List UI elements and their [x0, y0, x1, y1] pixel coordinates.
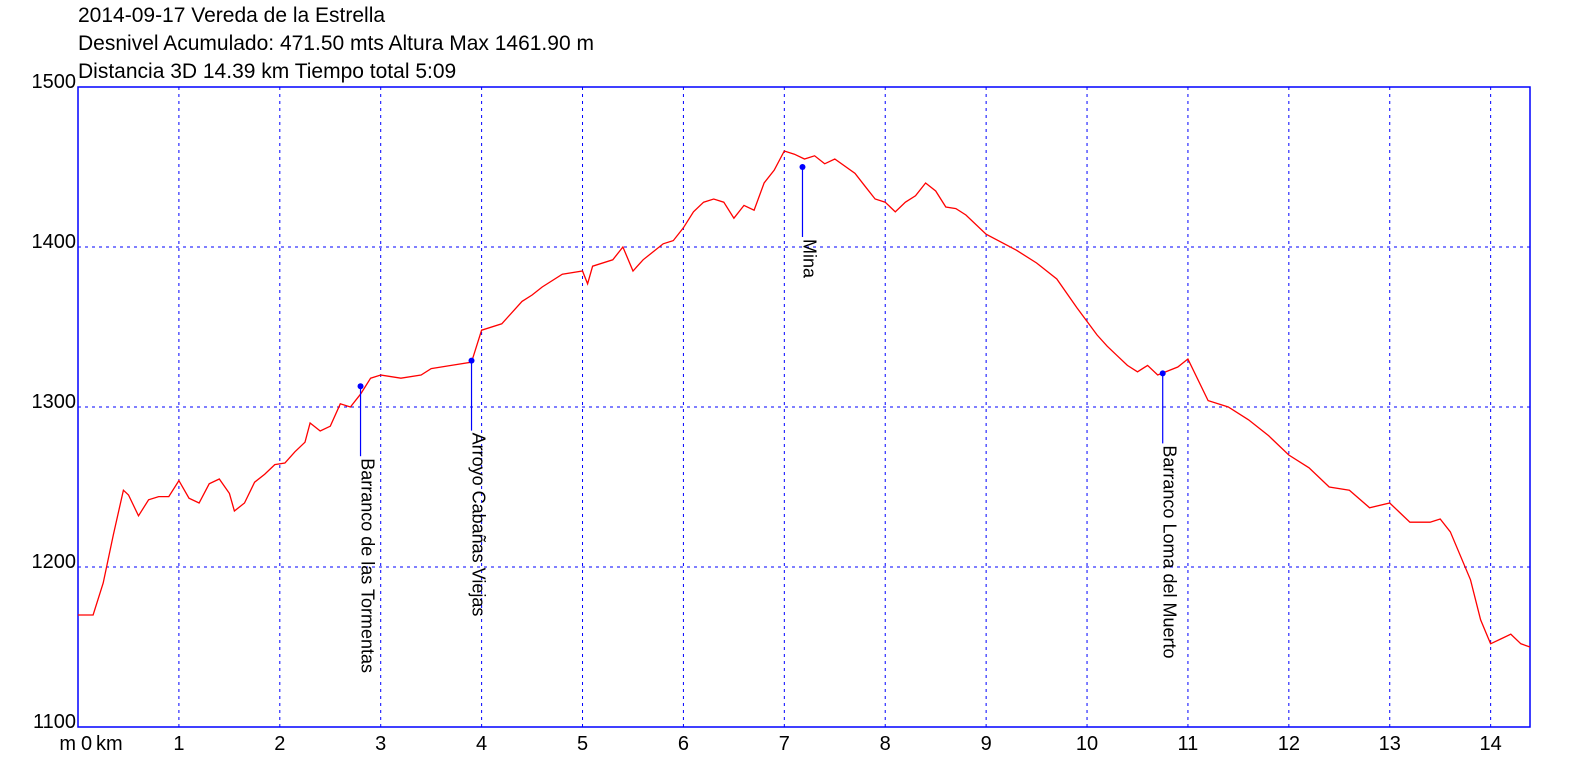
x-tick-label: 10	[1076, 733, 1098, 755]
x-tick-label: 2	[274, 733, 285, 755]
chart-header: 2014-09-17 Vereda de la Estrella Desnive…	[78, 2, 594, 86]
x-axis-ticks: 0 1 2 3 4 5 6 7 8 9 10 11 12 13 14	[81, 733, 1502, 755]
chart-distance-summary: Distancia 3D 14.39 km Tiempo total 5:09	[78, 60, 457, 83]
waypoint-dot	[1159, 370, 1166, 377]
y-tick-label: 1400	[32, 231, 77, 253]
x-tick-label: 4	[476, 733, 487, 755]
x-tick-label: 8	[880, 733, 891, 755]
x-tick-label: 3	[375, 733, 386, 755]
grid-lines	[78, 87, 1530, 727]
waypoint-label: Mina	[799, 239, 819, 279]
y-tick-label: 1300	[32, 391, 77, 413]
y-axis-ticks: 1100 1200 1300 1400 1500	[32, 71, 77, 733]
waypoint-dot	[468, 357, 475, 364]
waypoint-label: Arroyo Cabañas Viejas	[469, 433, 489, 617]
x-tick-label: 12	[1278, 733, 1300, 755]
x-tick-label: 7	[779, 733, 790, 755]
x-tick-label: 9	[981, 733, 992, 755]
x-tick-label: 5	[577, 733, 588, 755]
chart-elevation-summary: Desnivel Acumulado: 471.50 mts Altura Ma…	[78, 32, 594, 55]
elevation-line	[78, 150, 1531, 648]
x-tick-label: 1	[173, 733, 184, 755]
waypoint-dot	[357, 383, 364, 390]
x-tick-label: 14	[1480, 733, 1502, 755]
y-tick-label: 1100	[33, 711, 76, 733]
x-tick-label: 11	[1178, 733, 1199, 755]
x-tick-label: 6	[678, 733, 689, 755]
chart-title: 2014-09-17 Vereda de la Estrella	[78, 4, 386, 27]
plot-frame	[77, 86, 1531, 728]
waypoint-dot	[799, 164, 806, 170]
waypoint-label: Barranco Loma del Muerto	[1160, 445, 1180, 658]
x-unit-label: km	[96, 733, 123, 755]
waypoint-markers: Barranco de las Tormentas Arroyo Cabañas …	[357, 164, 1180, 673]
y-tick-label: 1500	[32, 71, 77, 93]
waypoint-label: Barranco de las Tormentas	[358, 458, 378, 673]
y-unit-label: m	[59, 733, 76, 755]
x-tick-label: 13	[1379, 733, 1401, 755]
y-tick-label: 1200	[32, 551, 77, 573]
x-tick-label: 0	[81, 733, 92, 755]
